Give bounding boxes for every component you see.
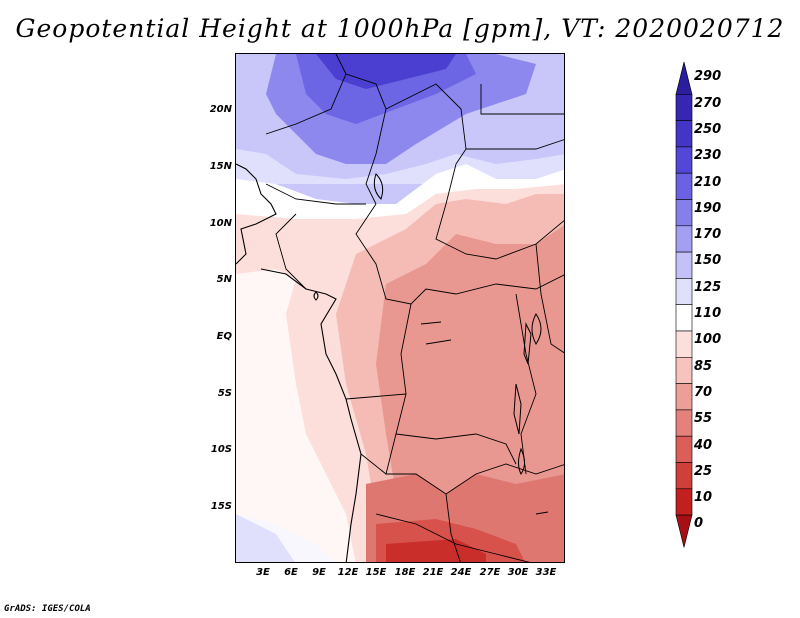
colorbar-segment xyxy=(675,409,693,437)
colorbar-level-label: 25 xyxy=(694,463,713,479)
colorbar-level-label: 230 xyxy=(694,148,722,164)
lon-label-15e: 15E xyxy=(365,567,387,578)
colorbar-level-label: 55 xyxy=(694,411,713,427)
colorbar-segment xyxy=(675,146,693,174)
colorbar-segment xyxy=(675,93,693,121)
map-title: Geopotential Height at 1000hPa [gpm], VT… xyxy=(15,14,785,43)
colorbar-segment xyxy=(675,120,693,148)
colorbar-segment xyxy=(675,172,693,200)
colorbar-segment xyxy=(675,330,693,358)
lat-label-15s: 15S xyxy=(210,501,232,512)
lat-label-15n: 15N xyxy=(209,161,232,172)
lat-label-10n: 10N xyxy=(209,218,232,229)
field-contour-high3 xyxy=(316,54,456,89)
colorbar-segment xyxy=(675,514,693,548)
colorbar-level-label: 210 xyxy=(694,174,722,190)
lon-label-6e: 6E xyxy=(284,567,298,578)
lon-label-18e: 18E xyxy=(394,567,416,578)
colorbar xyxy=(675,61,693,548)
colorbar-segment xyxy=(675,435,693,463)
field-contour-coast xyxy=(236,269,356,562)
map-plot xyxy=(235,53,565,563)
lon-label-30e: 30E xyxy=(507,567,529,578)
geopotential-field xyxy=(236,54,564,562)
colorbar-segment xyxy=(675,304,693,332)
colorbar-level-label: 70 xyxy=(694,384,713,400)
borders xyxy=(265,54,564,562)
colorbar-level-label: 270 xyxy=(694,95,722,111)
credit-label: GrADS: IGES/COLA xyxy=(4,604,91,614)
colorbar-segment xyxy=(675,251,693,279)
colorbar-segment xyxy=(675,278,693,305)
lon-label-21e: 21E xyxy=(422,567,444,578)
lon-label-12e: 12E xyxy=(337,567,359,578)
lat-label-eq: EQ xyxy=(216,331,232,342)
lon-label-3e: 3E xyxy=(256,567,270,578)
colorbar-level-label: 40 xyxy=(694,437,713,453)
lon-label-24e: 24E xyxy=(450,567,472,578)
lon-label-27e: 27E xyxy=(479,567,501,578)
colorbar-segment xyxy=(675,225,693,253)
colorbar-level-label: 250 xyxy=(694,121,722,137)
colorbar-level-label: 125 xyxy=(694,279,722,295)
lat-label-20n: 20N xyxy=(209,104,232,115)
colorbar-segment xyxy=(675,488,693,516)
lon-label-33e: 33E xyxy=(535,567,557,578)
colorbar-level-label: 150 xyxy=(694,253,722,269)
colorbar-level-label: 170 xyxy=(694,227,722,243)
colorbar-segment xyxy=(675,199,693,227)
colorbar-level-label: 290 xyxy=(694,69,722,85)
lon-label-9e: 9E xyxy=(312,567,326,578)
colorbar-level-label: 10 xyxy=(694,490,713,506)
colorbar-segment xyxy=(675,356,693,384)
lakes xyxy=(313,173,549,515)
coastlines xyxy=(236,163,362,562)
colorbar-level-label: 85 xyxy=(694,358,713,374)
colorbar-segment xyxy=(675,462,693,490)
lat-label-5n: 5N xyxy=(216,274,232,285)
colorbar-level-label: 100 xyxy=(694,332,722,348)
lat-label-5s: 5S xyxy=(217,388,232,399)
colorbar-level-label: 0 xyxy=(694,516,704,532)
colorbar-level-label: 110 xyxy=(694,306,722,321)
lat-label-10s: 10S xyxy=(210,444,232,455)
field-contour-red4 xyxy=(386,539,486,562)
colorbar-level-label: 190 xyxy=(694,200,722,216)
colorbar-segment xyxy=(675,383,693,411)
colorbar-segment xyxy=(675,61,693,95)
